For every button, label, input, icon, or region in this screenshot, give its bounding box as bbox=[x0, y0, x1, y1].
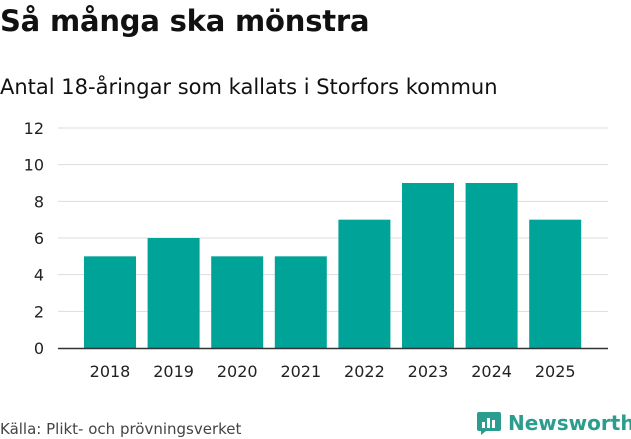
bar-chart-chat-icon bbox=[477, 412, 501, 435]
bar-2018 bbox=[84, 256, 136, 348]
x-tick-label: 2023 bbox=[408, 362, 449, 381]
bar-2019 bbox=[147, 238, 200, 348]
y-tick-label: 6 bbox=[34, 229, 44, 248]
y-tick-label: 8 bbox=[34, 192, 44, 211]
y-tick-label: 10 bbox=[24, 156, 44, 175]
y-tick-label: 12 bbox=[24, 119, 44, 138]
bar-chart: 0 2 4 6 8 10 12 2018 2019 2020 2021 2022 2023 2024 202… bbox=[24, 119, 608, 381]
x-tick-label: 2019 bbox=[153, 362, 194, 381]
bar-2022 bbox=[338, 219, 391, 348]
y-tick-label: 0 bbox=[34, 339, 44, 358]
x-tick-label: 2025 bbox=[535, 362, 576, 381]
x-tick-label: 2020 bbox=[217, 362, 258, 381]
chart-subtitle: Antal 18-åringar som kallats i Storfors … bbox=[0, 75, 498, 99]
chart-title: Så många ska mönstra bbox=[0, 4, 370, 38]
y-tick-label: 4 bbox=[34, 266, 44, 285]
bar-2021 bbox=[274, 256, 327, 348]
bar-2023 bbox=[402, 183, 454, 348]
x-tick-label: 2022 bbox=[344, 362, 385, 381]
source-note: Källa: Plikt- och prövningsverket bbox=[0, 420, 242, 438]
bar-2024 bbox=[465, 183, 518, 348]
bar-2025 bbox=[529, 219, 582, 348]
brand-name: Newsworthy bbox=[508, 411, 631, 435]
x-tick-label: 2018 bbox=[90, 362, 131, 381]
newsworthy-logo: Newsworthy bbox=[476, 409, 631, 437]
x-tick-label: 2024 bbox=[471, 362, 512, 381]
y-tick-label: 2 bbox=[34, 302, 44, 321]
bar-2020 bbox=[211, 256, 264, 348]
x-tick-label: 2021 bbox=[280, 362, 321, 381]
